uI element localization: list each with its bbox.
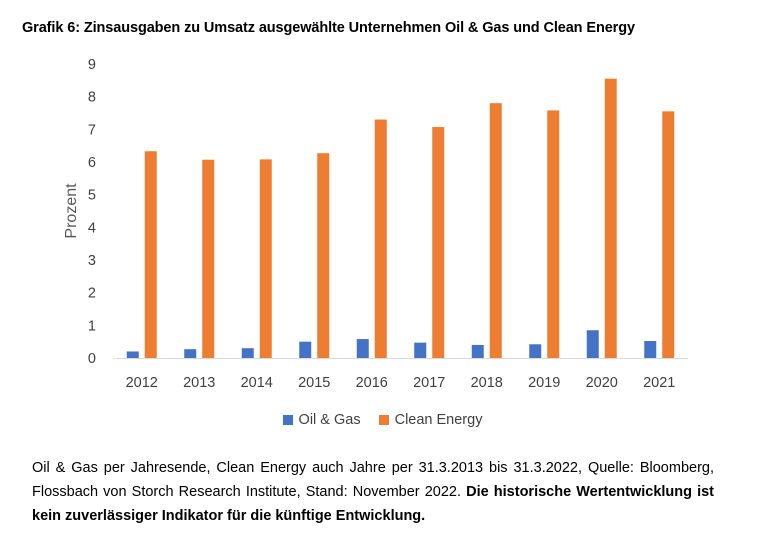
legend-label-oil-gas: Oil & Gas: [298, 412, 361, 428]
bar-oil-gas-2016: [356, 339, 369, 358]
x-tick-label: 2017: [413, 375, 445, 391]
bar-oil-gas-2015: [299, 341, 312, 358]
y-tick-label: 8: [88, 90, 96, 106]
bar-clean-energy-2012: [144, 151, 157, 358]
x-tick-label: 2012: [126, 375, 158, 391]
x-tick-label: 2019: [528, 375, 560, 391]
bars: [126, 78, 675, 359]
y-tick-label: 0: [88, 351, 96, 367]
bar-clean-energy-2014: [259, 159, 272, 358]
x-tick-label: 2016: [356, 375, 388, 391]
x-tick-label: 2021: [643, 375, 675, 391]
y-axis: 0 1 2 3 4 5 6 7 8 9: [88, 57, 96, 367]
legend-swatch-oil-gas: [282, 415, 293, 425]
bar-clean-energy-2019: [547, 110, 560, 359]
bar-clean-energy-2017: [432, 127, 445, 359]
bar-oil-gas-2021: [644, 341, 657, 358]
chart-title: Grafik 6: Zinsausgaben zu Umsatz ausgewä…: [22, 20, 635, 36]
bar-clean-energy-2021: [662, 111, 675, 358]
x-tick-label: 2018: [471, 375, 503, 391]
bar-oil-gas-2020: [586, 330, 599, 358]
footnote-text: Oil & Gas per Jahresende, Clean Energy a…: [32, 460, 714, 500]
bar-oil-gas-2014: [241, 348, 254, 358]
x-tick-label: 2015: [298, 375, 330, 391]
y-tick-label: 1: [88, 318, 96, 334]
bar-clean-energy-2015: [317, 153, 330, 358]
bar-oil-gas-2019: [529, 344, 542, 358]
x-tick-label: 2014: [241, 375, 273, 391]
x-tick-label: 2020: [586, 375, 618, 391]
bar-clean-energy-2020: [604, 78, 617, 358]
y-tick-label: 9: [88, 57, 96, 73]
bar-oil-gas-2012: [126, 351, 139, 358]
legend-swatch-clean-energy: [378, 415, 389, 425]
legend-item-oil-gas: Oil & Gas: [282, 412, 361, 428]
footnote-disclaimer: Die historische Wertentwicklung ist kein…: [32, 484, 715, 524]
bar-oil-gas-2013: [184, 349, 197, 358]
legend-item-clean-energy: Clean Energy: [378, 412, 483, 428]
y-tick-label: 3: [88, 253, 96, 269]
y-tick-label: 6: [88, 155, 96, 171]
bar-clean-energy-2016: [374, 119, 387, 359]
footnote: Oil & Gas per Jahresende, Clean Energy a…: [32, 456, 714, 528]
y-tick-label: 7: [88, 122, 96, 138]
bar-oil-gas-2017: [414, 342, 427, 358]
legend: Oil & Gas Clean Energy: [0, 412, 765, 428]
bar-clean-energy-2013: [202, 159, 215, 358]
x-tick-label: 2013: [183, 375, 215, 391]
y-tick-label: 5: [88, 188, 96, 204]
legend-label-clean-energy: Clean Energy: [394, 412, 483, 428]
y-axis-title: Prozent: [63, 183, 80, 239]
x-axis: 2012 2013 2014 2015 2016 2017 2018 2019 2020 2021: [113, 358, 688, 391]
bar-oil-gas-2018: [471, 344, 484, 358]
y-tick-label: 2: [88, 286, 96, 302]
bar-clean-energy-2018: [489, 103, 502, 358]
y-tick-label: 4: [88, 220, 96, 236]
